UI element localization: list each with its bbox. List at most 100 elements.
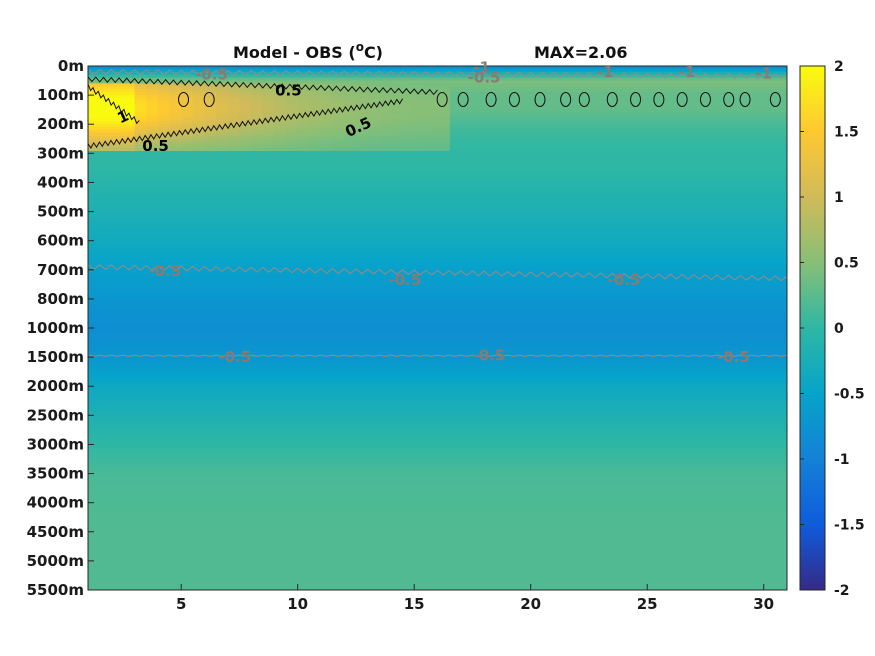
warm-cell	[390, 141, 404, 146]
warm-cell	[99, 109, 112, 114]
warm-cell	[414, 118, 427, 122]
warm-cell	[286, 130, 299, 134]
y-tick-label: 2000m	[27, 377, 84, 395]
profile-band	[88, 549, 787, 553]
warm-cell	[367, 138, 380, 143]
warm-cell	[309, 112, 322, 117]
warm-cell	[344, 83, 357, 87]
warm-cell	[402, 141, 415, 146]
warm-cell	[251, 112, 264, 117]
warm-cell	[146, 147, 159, 152]
colorbar-tick-label: -1.5	[834, 518, 865, 534]
warm-cell	[425, 135, 439, 140]
warm-cell	[414, 135, 427, 140]
profile-band	[88, 223, 787, 227]
warm-cell	[122, 92, 136, 96]
profile-band	[88, 493, 787, 498]
warm-cell	[216, 106, 229, 111]
contour-line-neg0.5-700m	[88, 264, 787, 282]
profile-band	[88, 523, 787, 527]
warm-cell	[227, 92, 241, 96]
warm-cell	[321, 144, 334, 149]
profile-band	[88, 316, 787, 320]
colorbar-tick-label: 0.5	[834, 256, 859, 272]
contour-label: -1	[597, 63, 614, 81]
profile-band	[88, 584, 787, 588]
warm-cell	[99, 95, 112, 99]
warm-cell	[367, 115, 380, 119]
y-tick-label: 600m	[37, 232, 84, 250]
warm-cell	[367, 95, 380, 99]
warm-cell	[437, 98, 450, 102]
profile-band	[88, 491, 787, 495]
profile-band	[88, 447, 787, 451]
warm-cell	[111, 147, 124, 152]
warm-cell	[309, 144, 322, 149]
x-axis-ticks: 5 10 15 20 25 30	[176, 584, 774, 613]
contour-lines	[88, 68, 787, 357]
warm-cell	[192, 89, 206, 93]
warm-cell	[204, 112, 217, 117]
warm-cell	[88, 130, 101, 134]
warm-cell	[379, 100, 392, 105]
warm-cell	[239, 127, 252, 131]
warm-cell	[169, 138, 182, 143]
warm-cell	[379, 135, 392, 140]
warm-cell	[321, 147, 334, 152]
profile-band	[88, 156, 787, 160]
warm-cell	[146, 106, 159, 111]
warm-cell	[355, 147, 369, 152]
warm-cell	[88, 147, 101, 152]
profile-band	[88, 217, 787, 221]
warm-cell	[297, 141, 311, 146]
warm-cell	[402, 86, 415, 90]
warm-cell	[181, 106, 194, 111]
warm-cell	[402, 83, 415, 87]
warm-cell	[321, 115, 334, 119]
warm-cell	[181, 135, 194, 140]
warm-cell	[274, 115, 287, 119]
warm-cell	[111, 127, 124, 131]
warm-cell	[379, 92, 392, 96]
warm-cell	[379, 83, 392, 87]
warm-cell	[402, 95, 415, 99]
warm-cell	[286, 109, 299, 114]
warm-cell	[181, 127, 194, 131]
profile-band	[88, 377, 787, 381]
warm-cell	[216, 103, 229, 108]
profile-band	[88, 537, 787, 542]
warm-cell	[216, 89, 229, 93]
profile-band	[88, 287, 787, 291]
colorbar-tick-label: -0.5	[834, 387, 865, 403]
warm-cell	[99, 132, 112, 137]
profile-band	[88, 272, 787, 277]
contour-label: 0.5	[275, 82, 302, 100]
warm-cell	[379, 130, 392, 134]
warm-cell	[239, 100, 252, 105]
warm-cell	[402, 132, 415, 137]
warm-cell	[192, 103, 206, 108]
warm-cell	[239, 106, 252, 111]
profile-band	[88, 319, 787, 323]
warm-cell	[437, 118, 450, 122]
profile-band	[88, 249, 787, 253]
warm-cell	[88, 103, 101, 108]
warm-cell	[425, 144, 439, 149]
warm-cell	[204, 127, 217, 131]
warm-cell	[402, 124, 415, 128]
warm-cell	[227, 112, 241, 117]
warm-cell	[262, 109, 276, 114]
contour-ring	[723, 91, 735, 107]
warm-cell	[134, 89, 147, 93]
warm-cell	[437, 121, 450, 125]
profile-band	[88, 214, 787, 218]
warm-cell	[204, 83, 217, 87]
profile-band	[88, 534, 787, 539]
warm-cell	[437, 138, 450, 143]
profile-band	[88, 301, 787, 306]
warm-cell	[146, 144, 159, 149]
warm-cell	[286, 103, 299, 108]
warm-cell	[379, 98, 392, 102]
warm-cell	[379, 147, 392, 152]
warm-cell	[437, 86, 450, 90]
